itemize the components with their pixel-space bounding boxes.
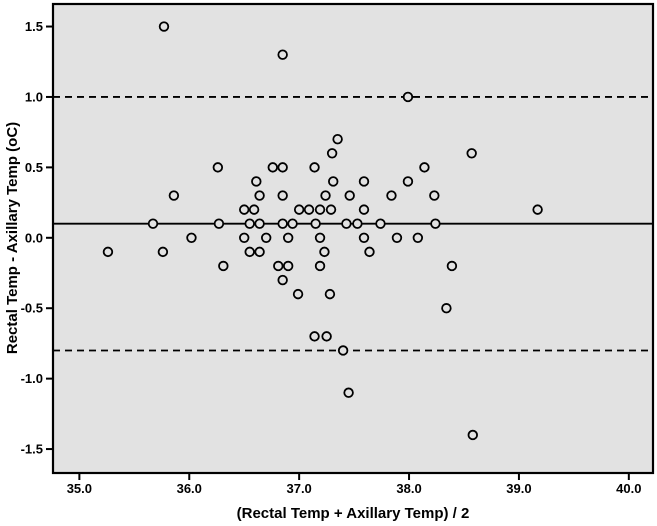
data-point: [102, 246, 114, 258]
data-point: [314, 260, 326, 272]
plot-area: [53, 4, 653, 473]
axes-layer: 35.0 36.0 37.0 38.0 39.0 40.0 -1.5 -1.0 -0.5 0.0 0…: [21, 19, 642, 496]
data-point: [386, 190, 397, 201]
data-point: [344, 190, 355, 201]
data-point: [319, 246, 330, 258]
data-point: [466, 148, 477, 159]
data-point: [332, 134, 343, 145]
data-point: [282, 232, 294, 243]
y-tick-label: -1.5: [21, 442, 43, 457]
data-point: [287, 218, 298, 229]
x-tick-label: 36.0: [177, 481, 202, 496]
x-tick-label: 38.0: [396, 481, 421, 496]
y-tick-label: 1.0: [25, 89, 43, 104]
data-point: [251, 176, 262, 187]
data-point: [325, 204, 337, 215]
y-tick-label: -0.5: [21, 301, 43, 316]
data-point: [277, 274, 288, 286]
data-point: [419, 162, 430, 173]
data-point: [402, 176, 414, 187]
data-point: [441, 303, 452, 314]
data-point: [320, 190, 331, 201]
data-point: [244, 218, 255, 229]
data-point: [314, 232, 326, 243]
y-axis-title: Rectal Temp - Axillary Temp (oC): [4, 122, 21, 354]
data-point: [467, 429, 478, 441]
data-point: [254, 190, 265, 201]
x-tick-label: 35.0: [67, 481, 92, 496]
data-point: [309, 331, 320, 342]
data-point: [218, 260, 229, 272]
data-point: [254, 218, 265, 229]
data-point: [293, 204, 305, 215]
data-point: [328, 176, 339, 187]
data-point: [239, 232, 250, 243]
data-point: [277, 218, 288, 229]
data-point: [343, 387, 354, 398]
data-point: [375, 218, 386, 229]
data-point: [358, 232, 370, 243]
data-point: [446, 260, 458, 272]
data-point: [277, 162, 288, 173]
data-point: [309, 162, 320, 173]
data-point: [186, 232, 197, 243]
data-point: [292, 288, 304, 300]
data-point: [364, 246, 375, 258]
data-point: [147, 218, 159, 229]
data-point: [213, 218, 225, 229]
data-point: [277, 49, 288, 60]
data-point: [358, 204, 370, 215]
data-point: [337, 345, 349, 356]
y-tick-label: -1.0: [21, 371, 43, 386]
data-point: [282, 260, 294, 272]
data-point: [310, 218, 321, 229]
data-point: [321, 331, 332, 342]
data-point: [254, 246, 265, 258]
data-point: [158, 21, 170, 32]
y-tick-label: 0.5: [25, 160, 43, 175]
data-point: [402, 91, 414, 103]
data-point: [260, 232, 272, 243]
data-point: [326, 148, 338, 159]
data-point: [412, 232, 424, 243]
data-point: [248, 204, 260, 215]
data-point: [358, 176, 370, 187]
data-point: [277, 190, 288, 201]
x-tick-label: 39.0: [506, 481, 531, 496]
data-point: [273, 260, 284, 272]
data-point: [168, 190, 180, 201]
data-point: [532, 204, 543, 215]
data-point: [341, 218, 352, 229]
plot-layer: [51, 2, 655, 475]
data-point: [391, 232, 403, 243]
data-point: [267, 162, 278, 173]
data-point: [314, 204, 326, 215]
y-tick-label: 0.0: [25, 230, 43, 245]
data-point: [244, 246, 255, 258]
data-point: [324, 288, 336, 300]
data-point: [430, 218, 441, 229]
data-point: [352, 218, 363, 229]
data-point: [303, 204, 315, 215]
y-tick-label: 1.5: [25, 19, 43, 34]
data-point: [429, 190, 440, 201]
data-point: [157, 246, 169, 258]
x-tick-label: 37.0: [286, 481, 311, 496]
data-point: [212, 162, 224, 173]
data-point: [239, 204, 250, 215]
x-tick-label: 40.0: [616, 481, 641, 496]
x-axis-title: (Rectal Temp + Axillary Temp) / 2: [237, 505, 470, 522]
